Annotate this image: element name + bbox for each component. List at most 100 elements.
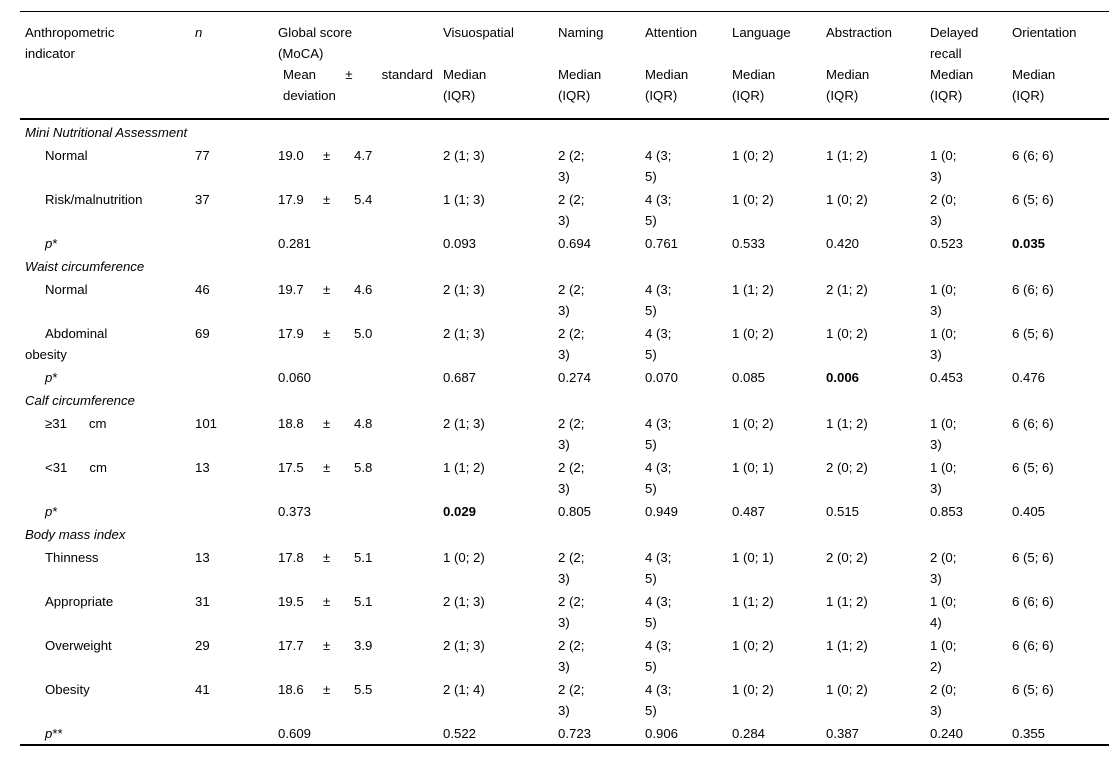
section-heading-row: Waist circumference [20,254,1109,277]
table-cell: 2 (2; 3) [558,455,645,499]
median-iqr-value: 2 (0; 2) [826,460,868,475]
mean-sd-value: 19.7 ±4.6 [278,279,435,300]
table-row: Normal 46 19.7 ±4.6 2 (1; 3) 2 (2; 3) 4 (3; 5)… [20,277,1109,321]
p-value: 0.523 [930,236,964,251]
median-iqr-value: 6 (5; 6) [1012,192,1054,207]
table-cell: Calf circumference [20,388,1109,411]
table-cell: 2 (1; 4) [443,677,558,721]
p-value: 0.453 [930,370,964,385]
table-cell: 0.240 [930,721,1012,745]
table-row: Obesity 41 18.6 ±5.5 2 (1; 4) 2 (2; 3) 4 (3; 5… [20,677,1109,721]
mean-value: 18.8 [278,416,304,431]
median-iqr-value: 6 (5; 6) [1012,326,1054,341]
median-iqr-value: 1 (0; 2) [732,682,774,697]
table-cell: 0.523 [930,231,1012,254]
p-value-row: p* 0.281 0.093 0.694 0.761 0.533 0.420 0.523 0.0… [20,231,1109,254]
p-asterisk: * [52,236,58,251]
median-iqr-value: 1 (1; 2) [826,148,868,163]
column-header-anthropometric-indicator: Anthropometric indicator [25,25,115,61]
median-iqr-value: 1 (0; 3) [930,282,957,318]
plus-minus-symbol: ± [323,460,331,475]
section-heading: Mini Nutritional Assessment [25,125,188,140]
row-label: Normal [45,282,88,297]
p-value: 0.533 [732,236,766,251]
median-iqr-value: 1 (0; 3) [930,148,957,184]
n-value: 31 [195,594,210,609]
table-cell: 4 (3; 5) [645,677,732,721]
n-value: 46 [195,282,210,297]
mean-value: 19.7 [278,282,304,297]
median-iqr-value: 2 (2; 3) [558,148,585,184]
table-cell: 6 (6; 6) [1012,633,1109,677]
n-value: 41 [195,682,210,697]
table-cell: 4 (3; 5) [645,411,732,455]
median-iqr-value: 1 (0; 2) [826,192,868,207]
table-cell: 31 [195,589,278,633]
p-asterisk: * [52,504,58,519]
median-iqr-value: 1 (0; 2) [930,638,957,674]
table-cell: 41 [195,677,278,721]
column-header-attention: Attention [645,25,698,40]
median-iqr-value: 2 (1; 3) [443,594,485,609]
median-iqr-value: 1 (1; 2) [826,638,868,653]
paper-table-page: Anthropometric indicator n Global score … [0,11,1109,784]
table-cell: p* [20,231,195,254]
section-heading: Body mass index [25,527,126,542]
table-cell: 2 (2; 3) [558,589,645,633]
median-iqr-value: 2 (2; 3) [558,682,585,718]
n-value: 37 [195,192,210,207]
table-cell: 2 (2; 3) [558,411,645,455]
p-asterisk: ** [52,726,63,741]
table-cell: 0.355 [1012,721,1109,745]
p-symbol: p [45,370,53,385]
table-cell: 2 (0; 2) [826,455,930,499]
table-cell: 1 (0; 3) [930,321,1012,365]
table-cell: 0.387 [826,721,930,745]
median-iqr-value: 2 (1; 3) [443,148,485,163]
column-header-language: Language [732,25,791,40]
mean-sd-value: 19.5 ±5.1 [278,591,435,612]
sd-value: 5.1 [354,594,373,609]
table-row: <31 cm 13 17.5 ±5.8 1 (1; 2) 2 (2; 3) 4 (3; 5)… [20,455,1109,499]
table-row: Risk/malnutrition 37 17.9 ±5.4 1 (1; 3) 2 (2;… [20,187,1109,231]
p-value: 0.405 [1012,504,1046,519]
section-heading-row: Body mass index [20,522,1109,545]
table-cell: 29 [195,633,278,677]
subheader-mean-sd: Mean ± standard deviation [283,67,433,103]
table-cell: 17.9 ±5.0 [278,321,443,365]
table-cell: 18.8 ±4.8 [278,411,443,455]
table-cell: 17.7 ±3.9 [278,633,443,677]
table-cell: 1 (0; 2) [732,411,826,455]
median-iqr-value: 6 (5; 6) [1012,682,1054,697]
p-symbol: p [45,504,53,519]
table-cell: Overweight [20,633,195,677]
table-cell: 0.761 [645,231,732,254]
p-value: 0.085 [732,370,766,385]
median-iqr-value: 2 (1; 3) [443,282,485,297]
mean-sd-value: 17.8 ±5.1 [278,547,435,568]
table-cell: Body mass index [20,522,1109,545]
mean-value: 18.6 [278,682,304,697]
row-label: Abdominal obesity [25,326,108,362]
p-value: 0.006 [826,370,860,385]
median-iqr-value: 4 (3; 5) [645,638,672,674]
table-cell: 0.085 [732,365,826,388]
sd-value: 5.8 [354,460,373,475]
table-row: Thinness 13 17.8 ±5.1 1 (0; 2) 2 (2; 3) 4 (3; … [20,545,1109,589]
median-iqr-value: 1 (0; 1) [732,550,774,565]
table-cell: 2 (1; 3) [443,411,558,455]
row-label: Appropriate [45,594,114,609]
table-cell: 0.035 [1012,231,1109,254]
mean-sd-value: 17.9 ±5.4 [278,189,435,210]
table-cell: 69 [195,321,278,365]
p-label: p** [25,723,187,744]
plus-minus-symbol: ± [323,550,331,565]
table-cell: ≥31 cm [20,411,195,455]
table-cell: 1 (0; 1) [732,545,826,589]
subheader-median-iqr-naming: Median (IQR) [558,67,602,103]
plus-minus-symbol: ± [323,638,331,653]
table-body: Mini Nutritional Assessment Normal 77 19.0 ±… [20,119,1109,745]
table-cell: 0.006 [826,365,930,388]
n-value: 13 [195,550,210,565]
table-cell: 0.284 [732,721,826,745]
